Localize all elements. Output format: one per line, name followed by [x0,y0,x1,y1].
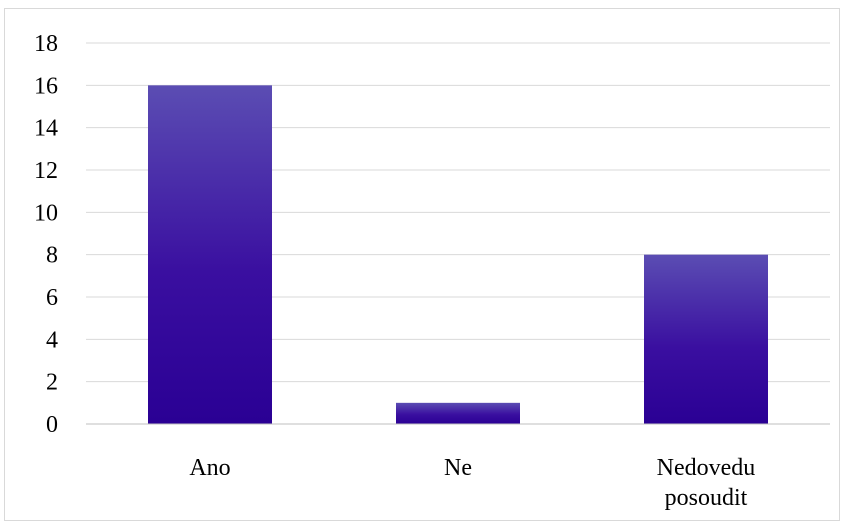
x-category-label-line: Ano [189,455,230,481]
bars [148,85,768,424]
y-tick-label: 0 [46,412,58,438]
bar [396,402,520,424]
x-axis-labels: Ano Ne Nedovedu posoudit [189,455,755,511]
y-tick-label: 2 [46,370,58,396]
x-category-label-line: Nedovedu [657,455,756,481]
y-tick-label: 16 [34,73,58,99]
x-category-label: Ne [444,455,472,481]
x-category-label-line: posoudit [665,485,748,511]
y-tick-label: 6 [46,285,58,311]
y-tick-label: 4 [46,327,58,353]
y-tick-label: 12 [34,158,58,184]
y-tick-label: 8 [46,243,58,269]
y-tick-label: 18 [34,31,58,57]
x-category-label-line: Ne [444,455,472,481]
y-axis-ticks: 0 2 4 6 8 10 12 14 16 18 [34,31,58,438]
x-category-label: Ano [189,455,230,481]
bar [644,254,768,424]
x-category-label: Nedovedu posoudit [657,455,756,511]
y-tick-label: 10 [34,200,58,226]
bar [148,85,272,424]
y-tick-label: 14 [34,116,58,142]
